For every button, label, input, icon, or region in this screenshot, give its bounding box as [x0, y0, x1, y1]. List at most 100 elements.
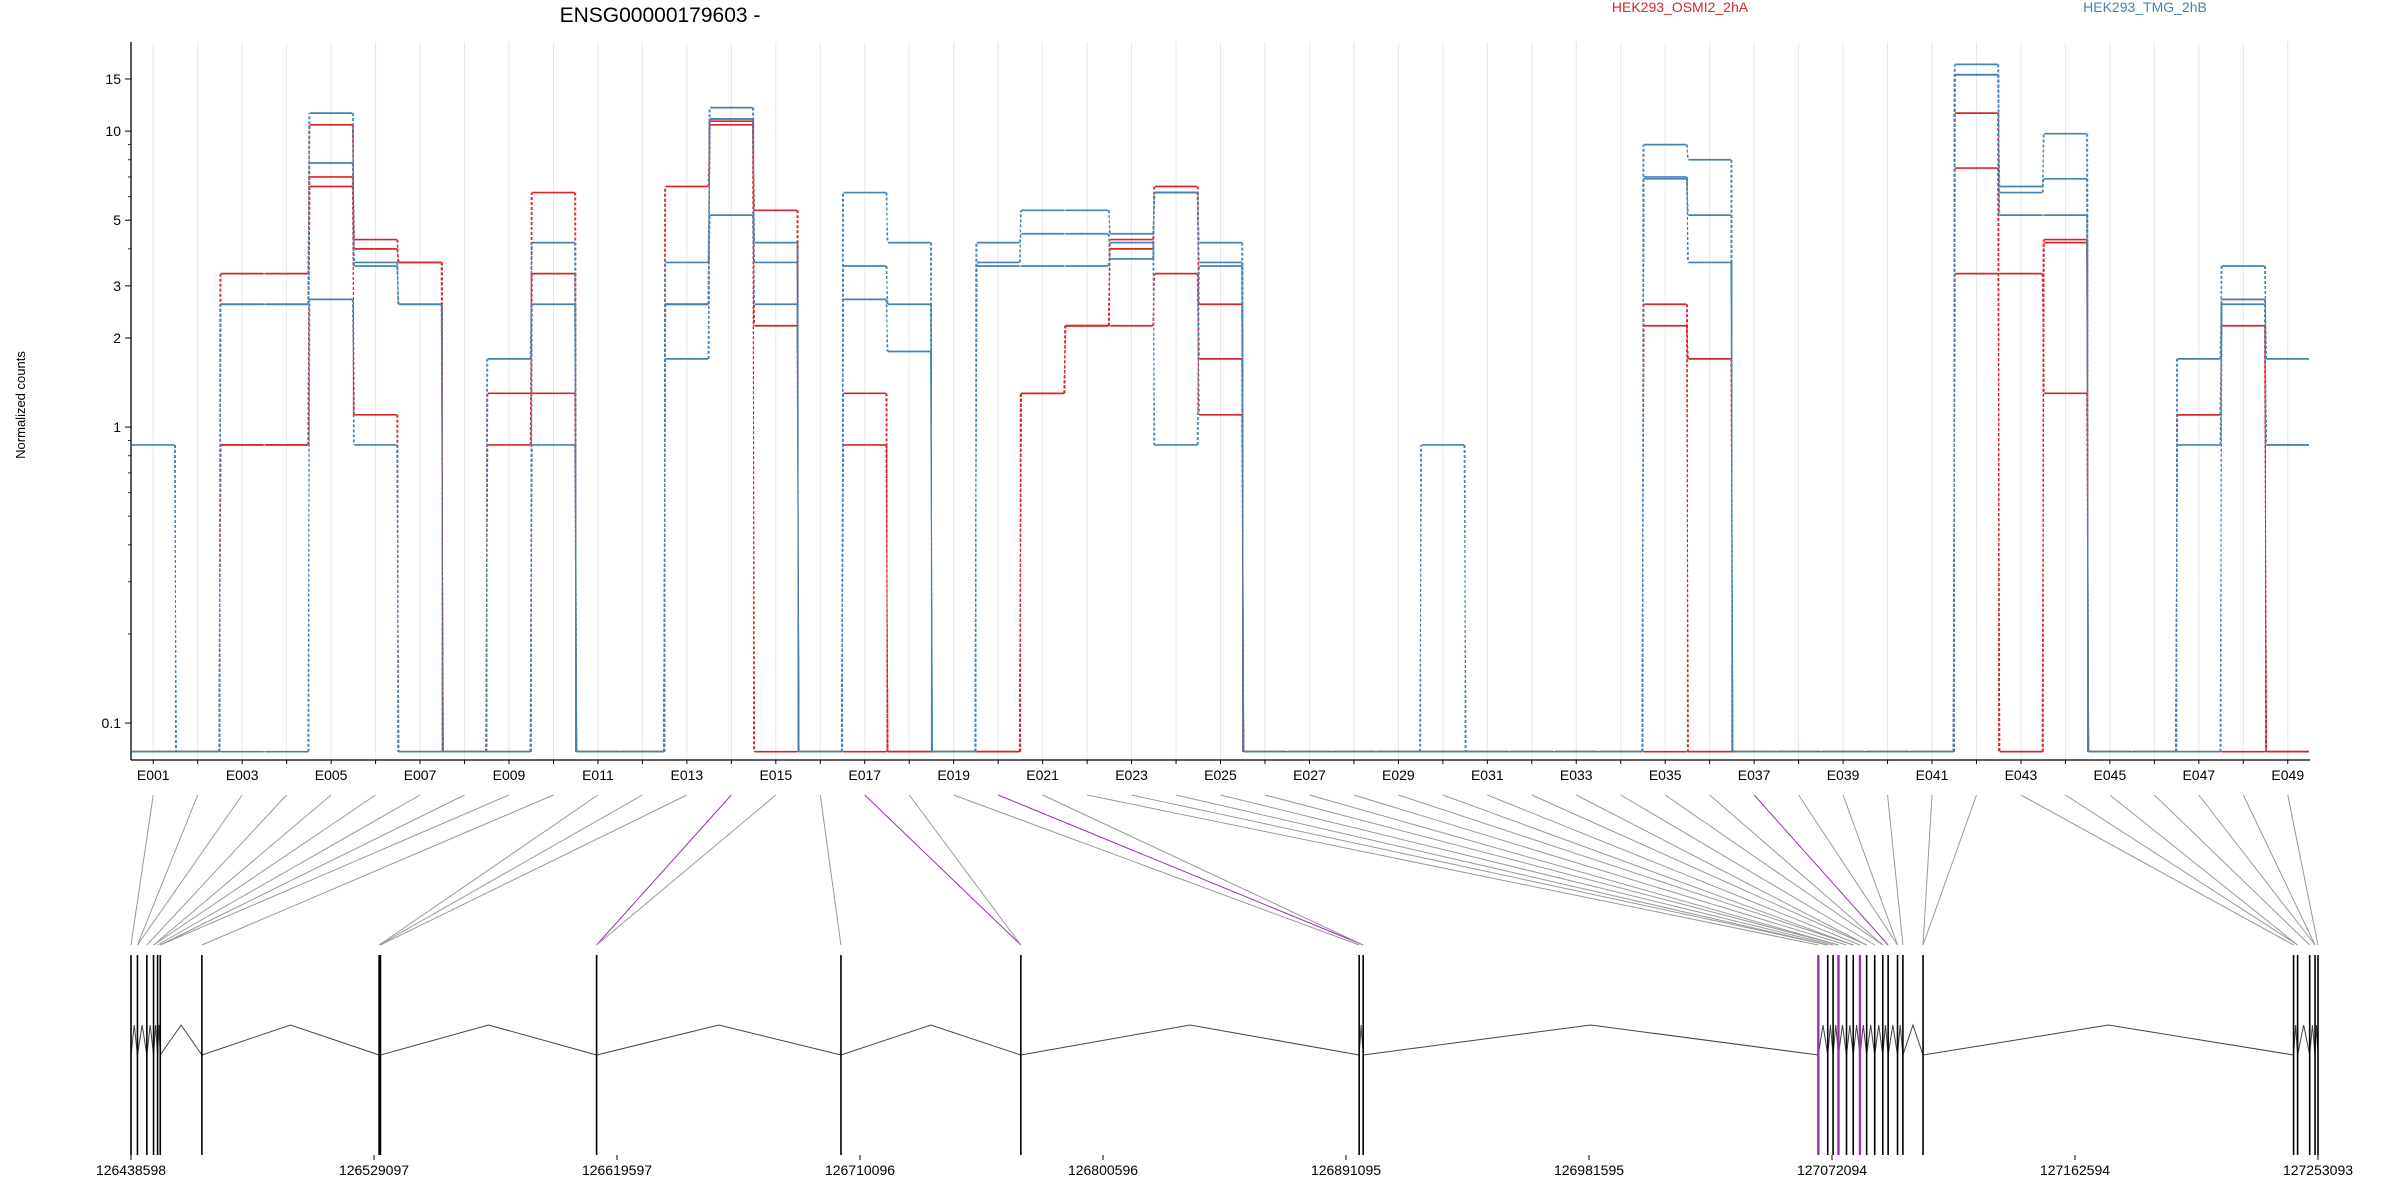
series-connector [1952, 64, 1956, 752]
x-tick-label: E045 [2094, 767, 2127, 783]
series-connector [396, 266, 400, 305]
x-tick-label: E041 [1916, 767, 1949, 783]
series-connector [796, 304, 800, 752]
series-connector [1952, 74, 1956, 752]
series-connector [440, 304, 444, 752]
intron-line [1897, 1024, 1904, 1056]
intron-line [2297, 1024, 2311, 1056]
exon-connector [1798, 794, 1898, 946]
series-connector [574, 444, 578, 752]
exon-connector [1620, 794, 1875, 946]
y-tick-label: 5 [113, 212, 121, 228]
exon-connector [596, 794, 732, 946]
series-connector [1419, 444, 1423, 752]
exon-connector [1887, 794, 1904, 946]
exon-connector [380, 794, 688, 946]
series-connector [529, 444, 533, 752]
intron-line [201, 1024, 380, 1056]
gene-model-track [130, 955, 2319, 1155]
exon-connector [1086, 794, 1819, 946]
exon-connector [596, 794, 777, 946]
y-tick-label: 15 [105, 71, 121, 87]
series-connector [1018, 233, 1022, 243]
exon-connector [378, 794, 599, 946]
x-tick-label: E027 [1293, 767, 1326, 783]
series-connector [2041, 178, 2045, 187]
intron-line [1887, 1024, 1899, 1056]
exon-connector [2154, 794, 2311, 946]
exon-connector [130, 794, 154, 946]
exon-connector [2065, 794, 2298, 946]
series-connector [1196, 192, 1200, 263]
exon-connector [1842, 794, 1899, 946]
exon-connector [1922, 794, 1977, 946]
legend-entry-tmg: HEK293_TMG_2hB [2083, 0, 2207, 15]
intron-line [1846, 1024, 1854, 1056]
exon-connector [1709, 794, 1884, 946]
intron-line [1827, 1024, 1834, 1056]
x-tick-label: E023 [1115, 767, 1148, 783]
intron-line [130, 1024, 138, 1056]
series-connector [841, 393, 845, 752]
exon-connector [2109, 794, 2298, 946]
x-tick-label: E013 [671, 767, 704, 783]
y-axis-ticks: 0.1 1 2 3 5 10 15 [102, 71, 131, 731]
exon-connector [1664, 794, 1884, 946]
exon-connector [1753, 794, 1889, 946]
exon-connector [157, 794, 421, 946]
y-tick-label: 0.1 [102, 715, 122, 731]
series-connector [885, 444, 889, 752]
genomic-tick-label: 127072094 [1797, 1162, 1867, 1178]
series-connector [1018, 393, 1022, 752]
intron-line [2309, 1024, 2316, 1056]
y-tick-label: 3 [113, 278, 121, 294]
y-tick-label: 10 [105, 123, 121, 139]
x-tick-label: E021 [1026, 767, 1059, 783]
exon-connector [908, 794, 1022, 946]
intron-line [1817, 1024, 1829, 1056]
exon-connector [819, 794, 842, 946]
series-connector [885, 266, 889, 305]
x-tick-label: E017 [848, 767, 881, 783]
exon-connector [1042, 794, 1364, 946]
series-connector [1463, 444, 1467, 752]
series-connector [1018, 393, 1022, 752]
y-tick-label: 1 [113, 419, 121, 435]
x-tick-label: E001 [137, 767, 170, 783]
genomic-tick-label: 127253093 [2283, 1162, 2353, 1178]
series-tmg [132, 73, 2309, 753]
exon-connector [1131, 794, 1828, 946]
intron-line [1874, 1024, 1884, 1056]
intron-line [1922, 1024, 2294, 1056]
series-connector [396, 444, 400, 752]
exon-connector [2020, 794, 2294, 946]
legend-entry-osmi: HEK293_OSMI2_2hA [1612, 0, 1749, 15]
exon-connector [378, 794, 643, 946]
series-connector [173, 444, 177, 752]
genomic-tick-label: 126529097 [339, 1162, 409, 1178]
series-connector [1063, 325, 1067, 394]
chart-title: ENSG00000179603 - [560, 4, 761, 27]
exon-connector [1531, 794, 1867, 946]
x-tick-label: E047 [2182, 767, 2215, 783]
exon-connector [864, 794, 1022, 946]
exon-connector [201, 794, 554, 946]
y-tick-label: 2 [113, 330, 121, 346]
intron-line [146, 1024, 155, 1056]
exon-connector [953, 794, 1360, 946]
series-connector [529, 304, 533, 752]
exon-connector [2242, 794, 2316, 946]
exon-connector [1175, 794, 1828, 946]
genomic-coordinate-ticks: 126438598 126529097 126619597 126710096 1268… [96, 1155, 2353, 1178]
series-connector [2086, 215, 2090, 752]
x-axis-ticks: E001 E003 E005 E007 E009 E011 E013 E015 E017 E019… [137, 760, 2304, 783]
exon-connector [1398, 794, 1854, 946]
x-tick-label: E015 [759, 767, 792, 783]
genomic-tick-label: 127162594 [2040, 1162, 2110, 1178]
x-tick-label: E005 [315, 767, 348, 783]
x-tick-label: E049 [2271, 767, 2304, 783]
exon-connector [1442, 794, 1854, 946]
intron-line [159, 1024, 203, 1056]
exon-connector [136, 794, 199, 946]
